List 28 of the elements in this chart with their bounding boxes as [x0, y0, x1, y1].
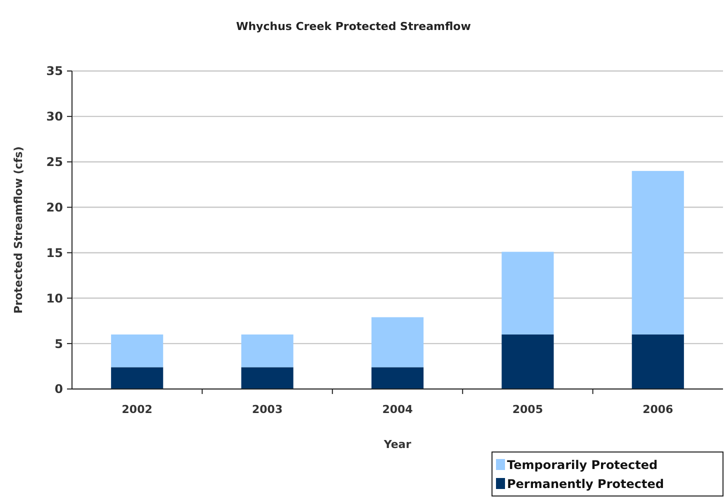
y-tick-label: 30 [46, 110, 63, 124]
bar [632, 170, 684, 334]
y-tick-label: 35 [46, 64, 63, 78]
bar [371, 317, 424, 368]
legend-label: Temporarily Protected [507, 458, 658, 472]
bar [502, 252, 554, 334]
y-tick-label: 25 [46, 155, 63, 170]
bar [632, 334, 684, 389]
bar [111, 367, 164, 389]
x-tick-label: 2003 [252, 403, 283, 416]
bar [111, 334, 164, 368]
x-tick-label: 2004 [382, 403, 414, 416]
bar [502, 334, 554, 389]
bar [241, 367, 294, 389]
x-tick-label: 2006 [642, 403, 674, 416]
bar [371, 367, 424, 389]
y-tick-label: 15 [46, 246, 63, 260]
y-tick-label: 5 [54, 336, 63, 351]
x-tick-label: 2002 [122, 403, 152, 416]
chart-title: Whychus Creek Protected Streamflow [236, 20, 471, 33]
x-tick-label: 2005 [512, 403, 544, 416]
y-tick-label: 10 [46, 291, 63, 306]
y-tick-label: 20 [46, 200, 63, 214]
y-tick-label: 0 [54, 382, 63, 396]
x-axis-title: Year [382, 438, 412, 451]
bar [241, 334, 294, 368]
y-axis-title: Protected Streamflow (cfs) [12, 146, 25, 314]
legend-label: Permanently Protected [507, 477, 664, 491]
